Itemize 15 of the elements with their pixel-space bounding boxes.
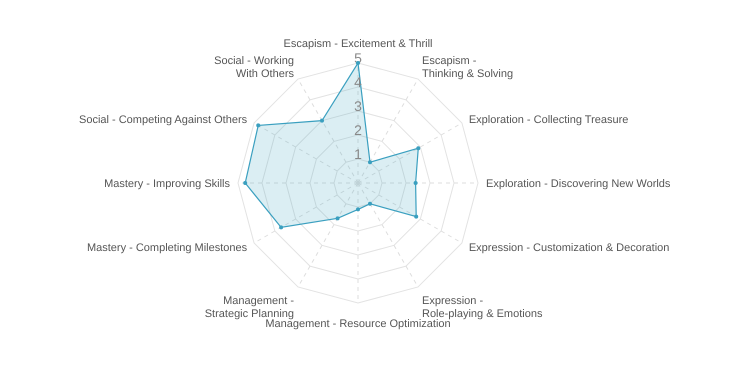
spoke-label: Exploration - Discovering New Worlds bbox=[486, 178, 671, 190]
spoke-label: Social - Working With Others bbox=[214, 55, 294, 80]
spoke-label: Mastery - Completing Milestones bbox=[86, 242, 248, 254]
y-tick-label: 1 bbox=[354, 146, 362, 162]
spoke-label: Escapism - Excitement & Thrill bbox=[284, 38, 432, 50]
spoke-label: Escapism - Thinking & Solving bbox=[422, 55, 514, 80]
spoke-label: Exploration - Collecting Treasure bbox=[468, 114, 628, 126]
y-tick-label: 3 bbox=[354, 98, 362, 114]
spoke-label: Management - Resource Optimization bbox=[265, 318, 451, 330]
spoke-label: Mastery - Improving Skills bbox=[104, 178, 230, 190]
y-tick-label: 2 bbox=[354, 122, 362, 138]
spoke-label: Social - Competing Against Others bbox=[79, 114, 248, 126]
spoke-label: Expression - Customization & Decoration bbox=[468, 242, 670, 254]
spoke-label: Expression - Role-playing & Emotions bbox=[422, 294, 543, 320]
spoke-label: Management - Strategic Planning bbox=[204, 294, 294, 320]
